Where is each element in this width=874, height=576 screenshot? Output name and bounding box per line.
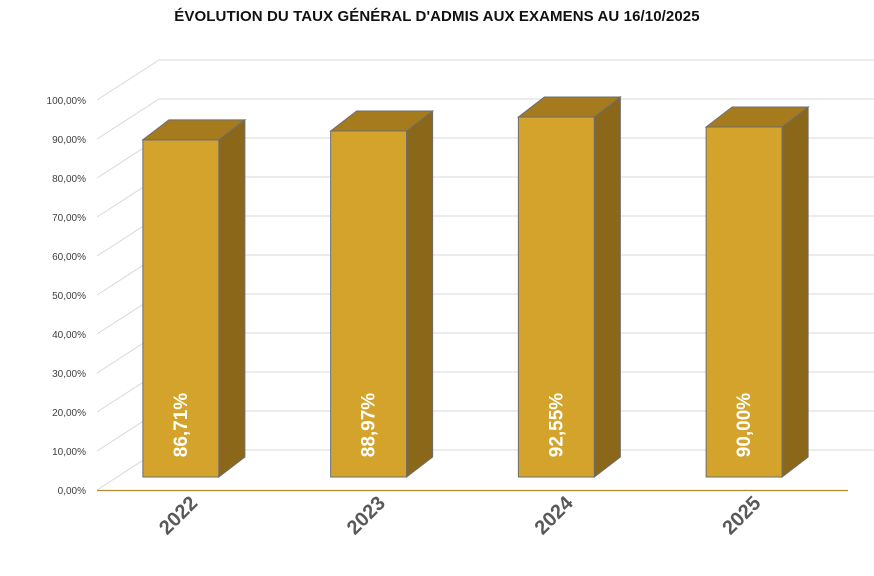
data-label: 90,00% — [734, 393, 755, 458]
data-label: 86,71% — [171, 393, 192, 458]
y-tick-label: 40,00% — [52, 330, 86, 341]
y-tick-label: 50,00% — [52, 291, 86, 302]
y-tick-label: 20,00% — [52, 408, 86, 419]
gridline — [96, 59, 874, 101]
y-tick-label: 0,00% — [58, 486, 86, 497]
floor — [97, 450, 848, 490]
chart-title: ÉVOLUTION DU TAUX GÉNÉRAL D'ADMIS AUX EX… — [174, 8, 700, 25]
bar-top — [704, 106, 810, 128]
category-label: 2024 — [531, 492, 579, 540]
bar-side — [781, 105, 809, 479]
bar-side — [593, 96, 621, 479]
y-tick-label: 90,00% — [52, 135, 86, 146]
bar-front — [142, 139, 220, 478]
bar-side — [218, 118, 246, 479]
category-label: 2022 — [155, 492, 202, 539]
data-label: 92,55% — [546, 393, 567, 458]
bar-side — [406, 110, 434, 479]
y-tick-label: 30,00% — [52, 369, 86, 380]
bar-front — [330, 130, 408, 478]
bar-top — [329, 110, 435, 132]
category-label: 2023 — [343, 492, 390, 539]
gridline — [96, 98, 874, 140]
bar-top — [141, 119, 247, 141]
y-tick-label: 60,00% — [52, 252, 86, 263]
y-tick-label: 70,00% — [52, 213, 86, 224]
y-tick-label: 80,00% — [52, 174, 86, 185]
y-tick-label: 10,00% — [52, 447, 86, 458]
data-label: 88,97% — [359, 393, 380, 458]
category-label: 2025 — [718, 492, 765, 539]
y-tick-label: 100,00% — [47, 96, 87, 107]
bar-top — [516, 96, 622, 118]
bar-front — [517, 116, 595, 478]
